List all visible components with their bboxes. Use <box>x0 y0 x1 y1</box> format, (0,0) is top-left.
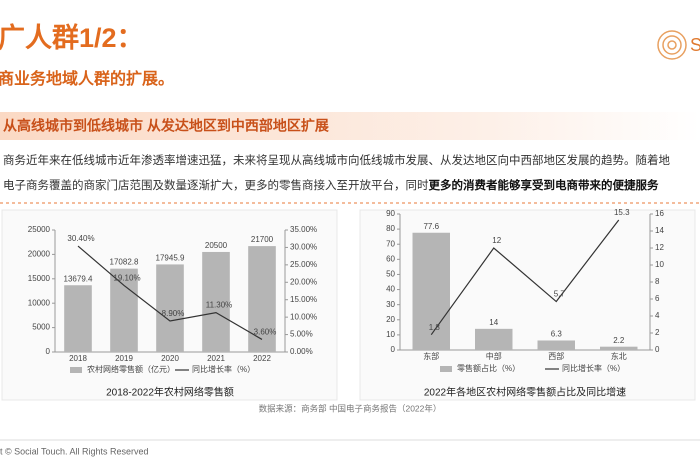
legend-label: 同比增长率（%） <box>192 364 255 374</box>
y-tick-label: 90 <box>386 209 395 218</box>
line-label: 12 <box>492 236 501 245</box>
slide-title: 广人群1/2： <box>0 23 144 53</box>
y2-tick-label: 2 <box>655 328 660 337</box>
y2-tick-label: 30.00% <box>290 243 317 252</box>
banner-bg <box>0 112 700 140</box>
y2-tick-label: 20.00% <box>290 277 317 286</box>
y-tick-label: 50 <box>386 270 395 279</box>
y-tick-label: 60 <box>386 254 395 263</box>
y2-tick-label: 10.00% <box>290 312 317 321</box>
logo: S <box>657 30 700 60</box>
logo-text: S <box>690 35 700 55</box>
y2-tick-label: 16 <box>655 209 664 218</box>
bar-label: 6.3 <box>551 330 563 339</box>
bar <box>412 232 450 350</box>
y-tick-label: 80 <box>386 224 395 233</box>
legend-label: 同比增长率（%） <box>562 363 625 373</box>
bar <box>202 251 230 352</box>
y-tick-label: 40 <box>386 285 395 294</box>
bar-label: 21700 <box>251 235 274 244</box>
y2-tick-label: 0.00% <box>290 347 313 356</box>
y-tick-label: 70 <box>386 239 395 248</box>
bar-label: 17945.9 <box>156 254 185 263</box>
bar-label: 13679.4 <box>64 274 93 283</box>
line <box>77 245 263 340</box>
line-label: 11.30% <box>206 301 233 310</box>
legend-label: 农村网络零售额（亿元） <box>87 364 175 374</box>
bar-label: 2.2 <box>613 336 625 345</box>
y2-tick-label: 4 <box>655 311 660 320</box>
y2-tick-label: 12 <box>655 243 664 252</box>
y-tick-label: 10 <box>386 330 395 339</box>
legend-swatch <box>70 367 82 373</box>
x-tick-label: 2020 <box>161 354 179 363</box>
line-label: 5.7 <box>554 290 566 299</box>
x-tick-label: 东北 <box>611 351 627 361</box>
y2-tick-label: 35.00% <box>290 225 317 234</box>
paragraph-text: 电子商务覆盖的商家门店范围及数量逐渐扩大，更多的零售商接入至开放平台，同时 <box>3 178 429 192</box>
y2-tick-label: 15.00% <box>290 295 317 304</box>
line-label: 8.90% <box>162 309 185 318</box>
slide-subtitle: 商业务地域人群的扩展。 <box>0 69 174 88</box>
bar <box>600 346 638 350</box>
x-tick-label: 西部 <box>548 351 564 361</box>
y-tick-label: 20000 <box>28 250 51 259</box>
line-label: 30.40% <box>67 234 94 243</box>
chart-title: 2022年各地区农村网络零售额占比及同比增速 <box>424 386 626 399</box>
x-tick-label: 2018 <box>69 354 87 363</box>
paragraph-line: 商务近年来在低线城市近年渗透率增速迅猛，未来将呈现从高线城市向低线城市发展、从发… <box>3 153 670 167</box>
x-tick-label: 2019 <box>115 354 133 363</box>
bar <box>110 268 138 352</box>
y-tick-label: 30 <box>386 300 395 309</box>
y-tick-label: 10000 <box>28 298 51 307</box>
bar-label: 14 <box>489 318 498 327</box>
line-label: 3.60% <box>254 328 277 337</box>
chart-title: 2018-2022年农村网络零售额 <box>106 386 234 399</box>
y2-tick-label: 6 <box>655 294 660 303</box>
paragraph-bold: 更多的消费者能够享受到电商带来的便捷服务 <box>429 178 659 192</box>
y-tick-label: 0 <box>391 345 396 354</box>
x-tick-label: 2021 <box>207 354 225 363</box>
chart-box <box>359 209 696 401</box>
source: 数据来源：商务部 中国电子商务报告（2022年） <box>259 403 442 413</box>
y2-tick-label: 14 <box>655 226 664 235</box>
y2-tick-label: 5.00% <box>290 330 313 339</box>
line <box>430 219 620 336</box>
bar-label: 20500 <box>205 241 228 250</box>
y2-tick-label: 10 <box>655 260 664 269</box>
bar <box>156 264 184 352</box>
banner: 从高线城市到低线城市 从发达地区到中西部地区扩展 <box>3 118 329 134</box>
bar <box>537 340 575 350</box>
footer: t © Social Touch. All Rights Reserved <box>0 446 149 456</box>
y-tick-label: 25000 <box>28 225 51 234</box>
legend-swatch <box>440 366 452 372</box>
y-tick-label: 5000 <box>32 323 50 332</box>
x-tick-label: 中部 <box>486 351 502 361</box>
bar-label: 77.6 <box>423 222 439 231</box>
legend-label: 零售额占比（%） <box>457 363 520 373</box>
y2-tick-label: 25.00% <box>290 260 317 269</box>
paragraph-line: 电子商务覆盖的商家门店范围及数量逐渐扩大，更多的零售商接入至开放平台，同时更多的… <box>3 178 659 192</box>
y2-tick-label: 0 <box>655 345 660 354</box>
x-tick-label: 东部 <box>423 351 439 361</box>
bar <box>475 328 513 350</box>
line-label: 1.8 <box>429 323 441 332</box>
line-label: 15.3 <box>614 208 630 217</box>
y-tick-label: 15000 <box>28 274 51 283</box>
y2-tick-label: 8 <box>655 277 660 286</box>
line-label: 19.10% <box>113 274 140 283</box>
x-tick-label: 2022 <box>253 354 271 363</box>
bar <box>64 285 92 352</box>
bar-label: 17082.8 <box>110 258 139 267</box>
y-tick-label: 0 <box>46 347 51 356</box>
y-tick-label: 20 <box>386 315 395 324</box>
